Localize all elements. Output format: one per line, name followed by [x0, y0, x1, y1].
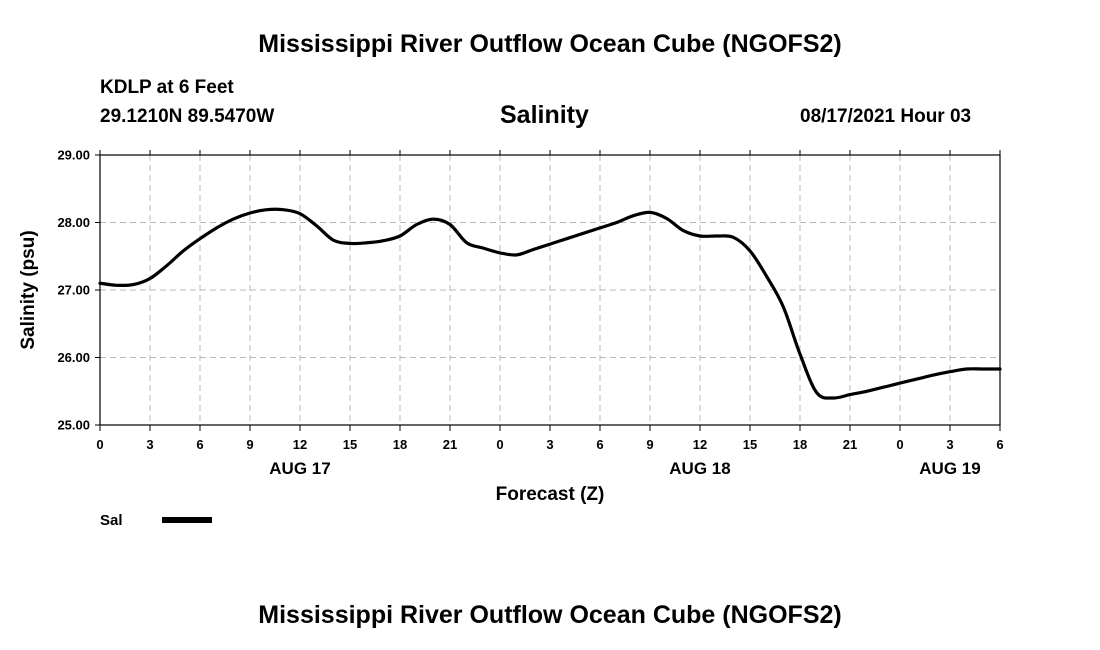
chart-title: Mississippi River Outflow Ocean Cube (NG…	[258, 30, 842, 58]
x-tick-label: 15	[743, 437, 757, 452]
x-tick-label: 3	[546, 437, 553, 452]
x-tick-label: 0	[496, 437, 503, 452]
station-label: KDLP at 6 Feet	[100, 77, 234, 98]
x-tick-label: 3	[946, 437, 953, 452]
footer-title: Mississippi River Outflow Ocean Cube (NG…	[258, 601, 842, 629]
series-line-sal	[98, 207, 1002, 400]
legend-label-sal: Sal	[100, 512, 123, 529]
x-axis-label: Forecast (Z)	[496, 484, 605, 505]
axis-ticks	[95, 150, 1001, 431]
date-label: AUG 19	[919, 459, 980, 478]
legend: Sal	[100, 512, 212, 529]
x-tick-label: 0	[896, 437, 903, 452]
y-axis-label: Salinity (psu)	[18, 230, 39, 349]
y-tick-label: 28.00	[57, 215, 90, 230]
date-label: AUG 18	[669, 459, 730, 478]
date-labels: AUG 17 AUG 18 AUG 19	[269, 459, 980, 478]
chart-subtitle: Salinity	[500, 101, 589, 129]
x-tick-label: 15	[343, 437, 357, 452]
y-tick-label: 25.00	[57, 418, 90, 433]
forecast-datetime: 08/17/2021 Hour 03	[800, 106, 972, 127]
y-tick-label: 26.00	[57, 350, 90, 365]
x-tick-label: 18	[393, 437, 407, 452]
y-tick-label: 27.00	[57, 283, 90, 298]
date-label: AUG 17	[269, 459, 330, 478]
x-tick-label: 6	[196, 437, 203, 452]
station-coordinates: 29.1210N 89.5470W	[100, 106, 275, 127]
x-tick-label: 9	[246, 437, 253, 452]
y-tick-label: 29.00	[57, 148, 90, 163]
x-tick-label: 6	[596, 437, 603, 452]
x-tick-label: 12	[293, 437, 307, 452]
x-tick-label: 9	[646, 437, 653, 452]
x-tick-label: 12	[693, 437, 707, 452]
x-tick-label: 18	[793, 437, 807, 452]
x-tick-label: 21	[843, 437, 857, 452]
x-tick-label: 3	[146, 437, 153, 452]
grid-lines	[100, 155, 1000, 425]
x-tick-labels: 0 3 6 9 12 15 18 21 0 3 6 9 12 15 18 21 0 3 6	[96, 437, 1003, 452]
x-tick-label: 6	[996, 437, 1003, 452]
x-tick-label: 21	[443, 437, 457, 452]
y-tick-labels: 25.00 26.00 27.00 28.00 29.00	[57, 148, 90, 433]
x-tick-label: 0	[96, 437, 103, 452]
